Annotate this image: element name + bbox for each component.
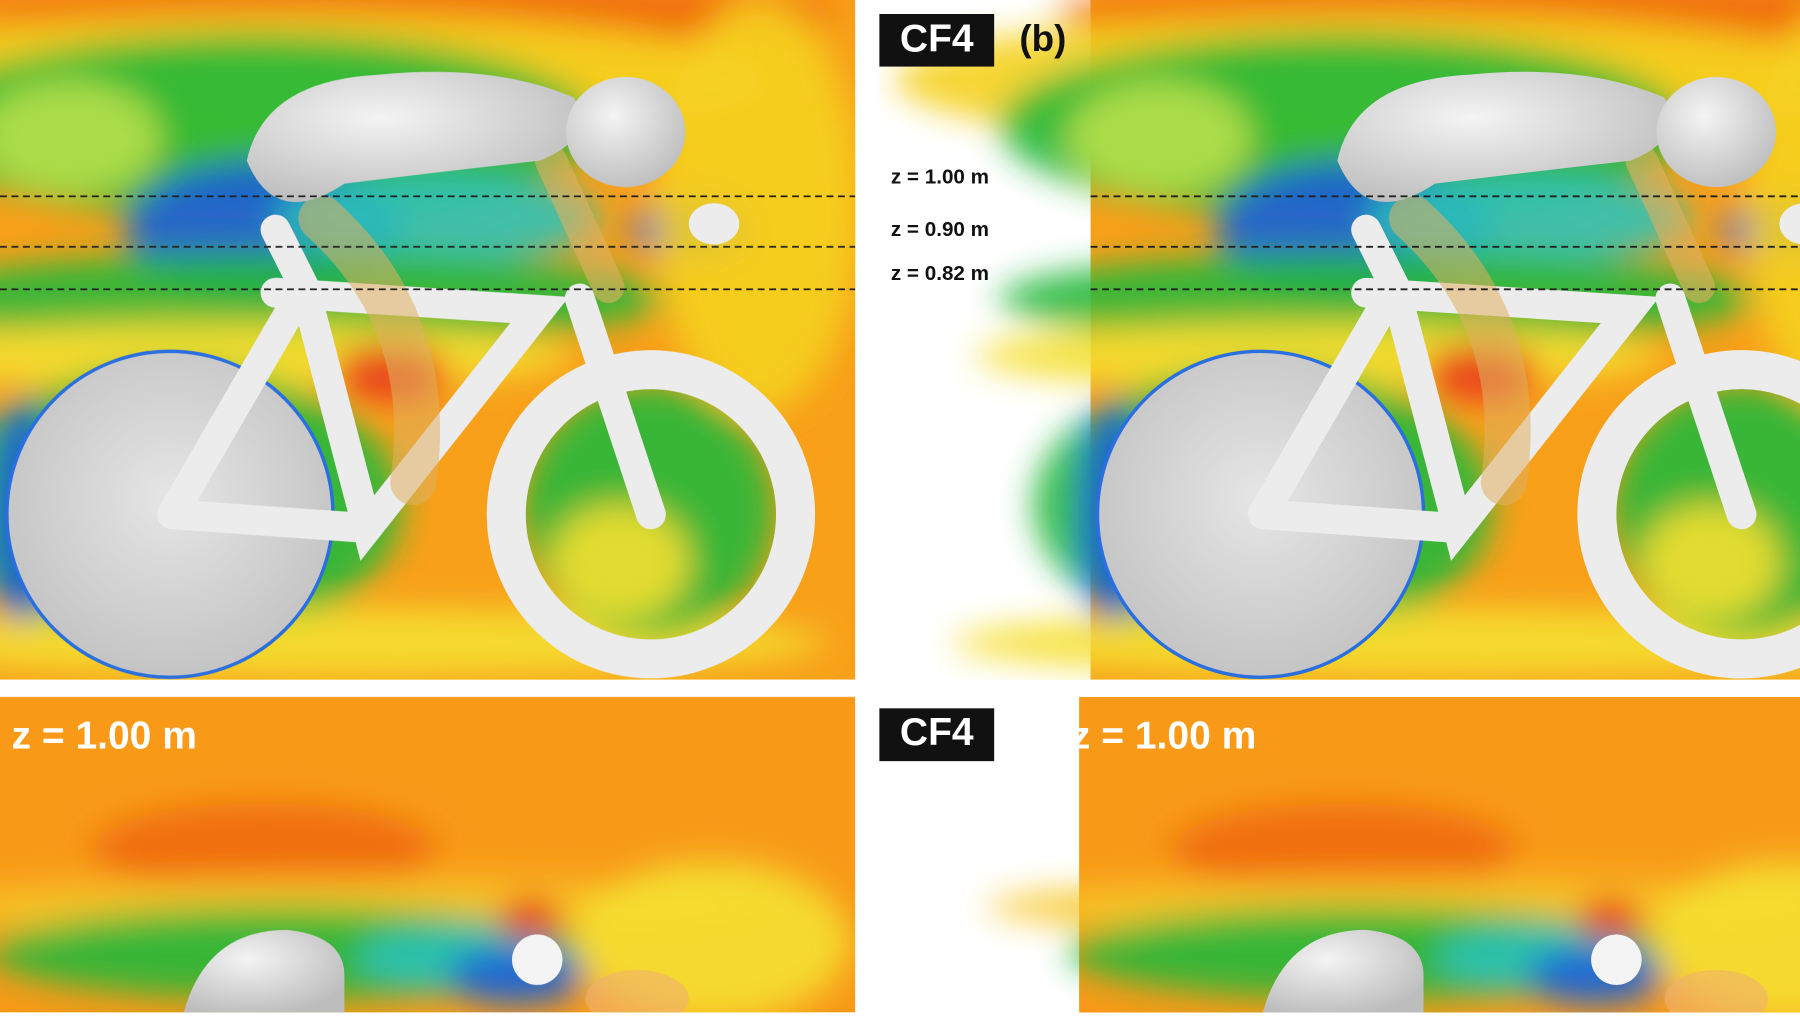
flow-region xyxy=(1577,897,1642,940)
flow-region xyxy=(498,897,563,940)
flow-field xyxy=(987,803,1800,1013)
helmet xyxy=(1591,934,1642,985)
hand xyxy=(585,970,689,1013)
rider-body xyxy=(1262,929,1424,1013)
rider-arm xyxy=(1625,144,1716,304)
hand xyxy=(1779,203,1800,245)
flow-panel xyxy=(987,696,1800,1013)
panel-label: (b) xyxy=(1019,18,1066,59)
bike-frame xyxy=(157,214,666,561)
flow-region xyxy=(551,505,689,620)
front-wheel xyxy=(1577,350,1800,679)
flow-region xyxy=(91,803,437,896)
front-wheel xyxy=(486,350,816,679)
hand xyxy=(688,203,740,245)
cut-plane-label: z = 1.00 m xyxy=(891,165,989,188)
flow-region xyxy=(1067,80,1252,196)
flow-region xyxy=(1170,803,1516,896)
flow-panel xyxy=(895,0,1800,680)
helmet xyxy=(565,76,686,188)
helmet xyxy=(512,934,563,985)
flow-panel xyxy=(0,0,856,680)
panel-label: (d) z = 1.00 m xyxy=(1010,714,1256,757)
cut-plane-label: z = 0.90 m xyxy=(891,218,989,241)
rider-body xyxy=(1337,71,1672,203)
badge xyxy=(879,708,995,762)
badge xyxy=(879,13,995,67)
rider-arm xyxy=(534,144,625,304)
badge-text: CF4 xyxy=(900,18,974,61)
hand xyxy=(1664,970,1768,1013)
flow-region xyxy=(654,0,856,414)
helmet xyxy=(1656,76,1776,188)
rider-body xyxy=(183,929,345,1013)
flow-panel xyxy=(0,696,856,1013)
panel-label: z = 1.00 m xyxy=(11,714,196,757)
flow-region xyxy=(0,80,161,196)
flow-region xyxy=(1641,505,1780,620)
bike-frame xyxy=(1247,214,1757,561)
rider-body xyxy=(246,71,581,203)
badge-text: CF4 xyxy=(900,711,974,754)
cut-plane-label: z = 0.82 m xyxy=(891,262,989,285)
